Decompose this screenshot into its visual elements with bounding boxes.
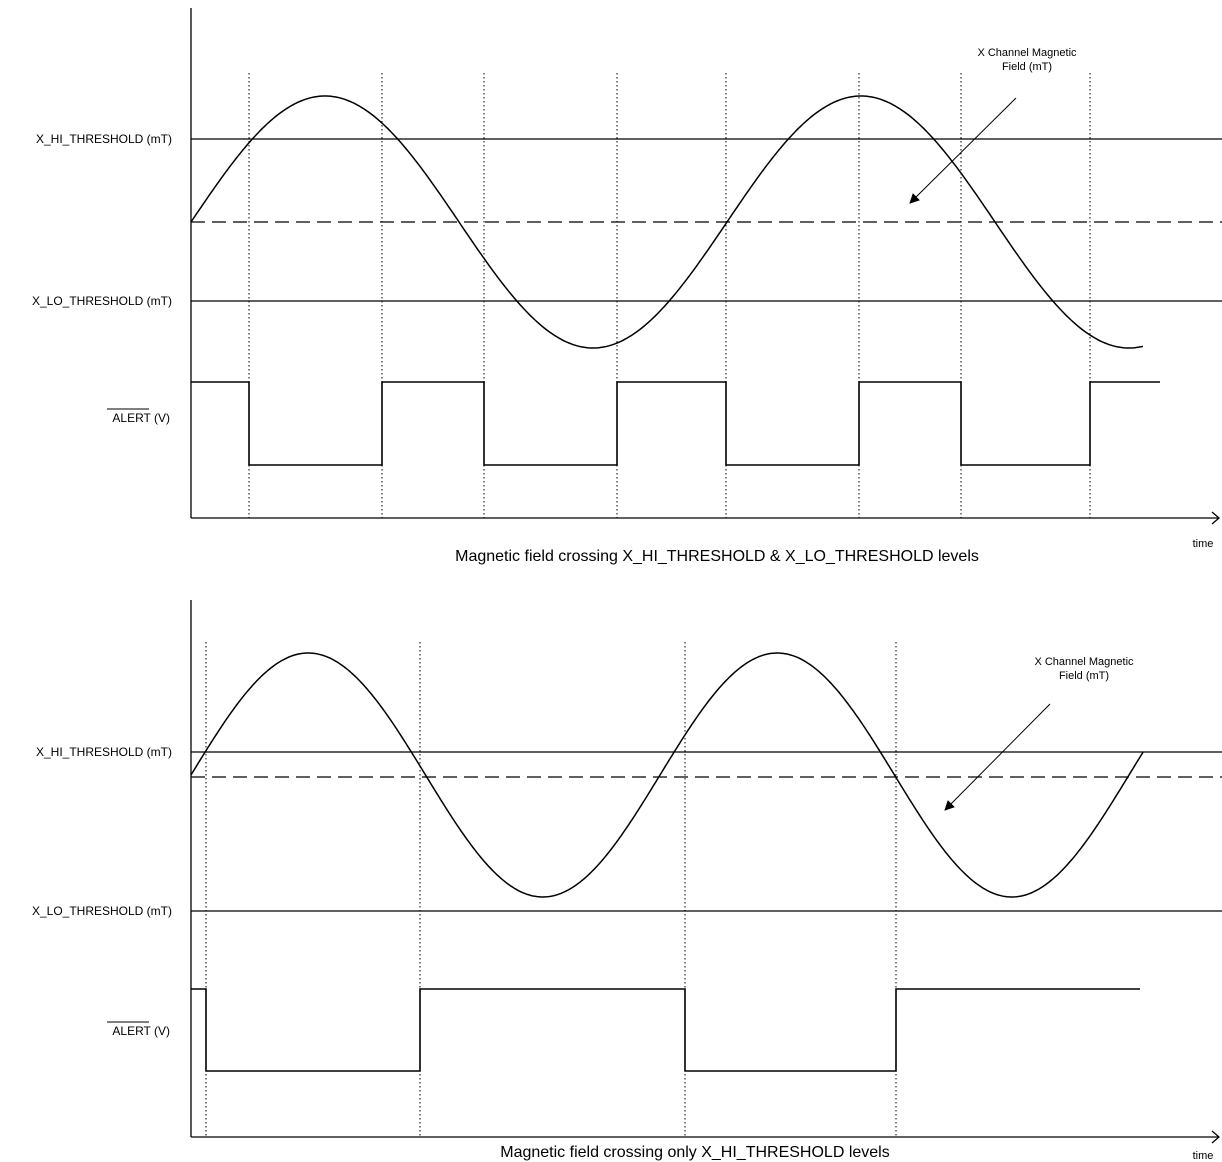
bottom-field-annotation-line1: X Channel Magnetic — [1034, 656, 1134, 668]
top-alert-waveform — [191, 381, 1160, 466]
top-annotation-arrow — [909, 97, 1017, 204]
bottom-lo-threshold-label: X_LO_THRESHOLD (mT) — [32, 904, 172, 918]
bottom-annotation-arrow — [944, 703, 1051, 811]
top-time-label: time — [1193, 538, 1214, 550]
top-alert-label: ALERT (V) — [112, 411, 170, 425]
bottom-alert-name: ALERT — [112, 1024, 151, 1038]
top-time-arrow — [1211, 511, 1220, 525]
top-hi-threshold-label: X_HI_THRESHOLD (mT) — [36, 132, 172, 146]
bottom-time-label: time — [1193, 1150, 1214, 1162]
top-alert-unit: (V) — [151, 411, 170, 425]
top-caption: Magnetic field crossing X_HI_THRESHOLD &… — [455, 548, 979, 565]
bottom-alert-unit: (V) — [151, 1024, 170, 1038]
bottom-magnetic-field-waveform — [190, 652, 1144, 898]
top-alert-name: ALERT — [112, 411, 151, 425]
bottom-field-annotation-line2: Field (mT) — [1059, 670, 1109, 682]
bottom-time-arrow — [1211, 1130, 1220, 1144]
bottom-alert-waveform — [191, 988, 1140, 1072]
top-field-annotation-line1: X Channel Magnetic — [977, 47, 1077, 59]
bottom-panel: X_HI_THRESHOLD (mT) X_LO_THRESHOLD (mT) … — [32, 600, 1222, 1162]
bottom-caption: Magnetic field crossing only X_HI_THRESH… — [500, 1144, 889, 1161]
top-lo-threshold-label: X_LO_THRESHOLD (mT) — [32, 294, 172, 308]
top-field-annotation-line2: Field (mT) — [1002, 61, 1052, 73]
top-panel: X_HI_THRESHOLD (mT) X_LO_THRESHOLD (mT) … — [32, 8, 1222, 565]
bottom-alert-label: ALERT (V) — [112, 1024, 170, 1038]
top-magnetic-field-waveform — [190, 95, 1144, 349]
bottom-hi-threshold-label: X_HI_THRESHOLD (mT) — [36, 745, 172, 759]
